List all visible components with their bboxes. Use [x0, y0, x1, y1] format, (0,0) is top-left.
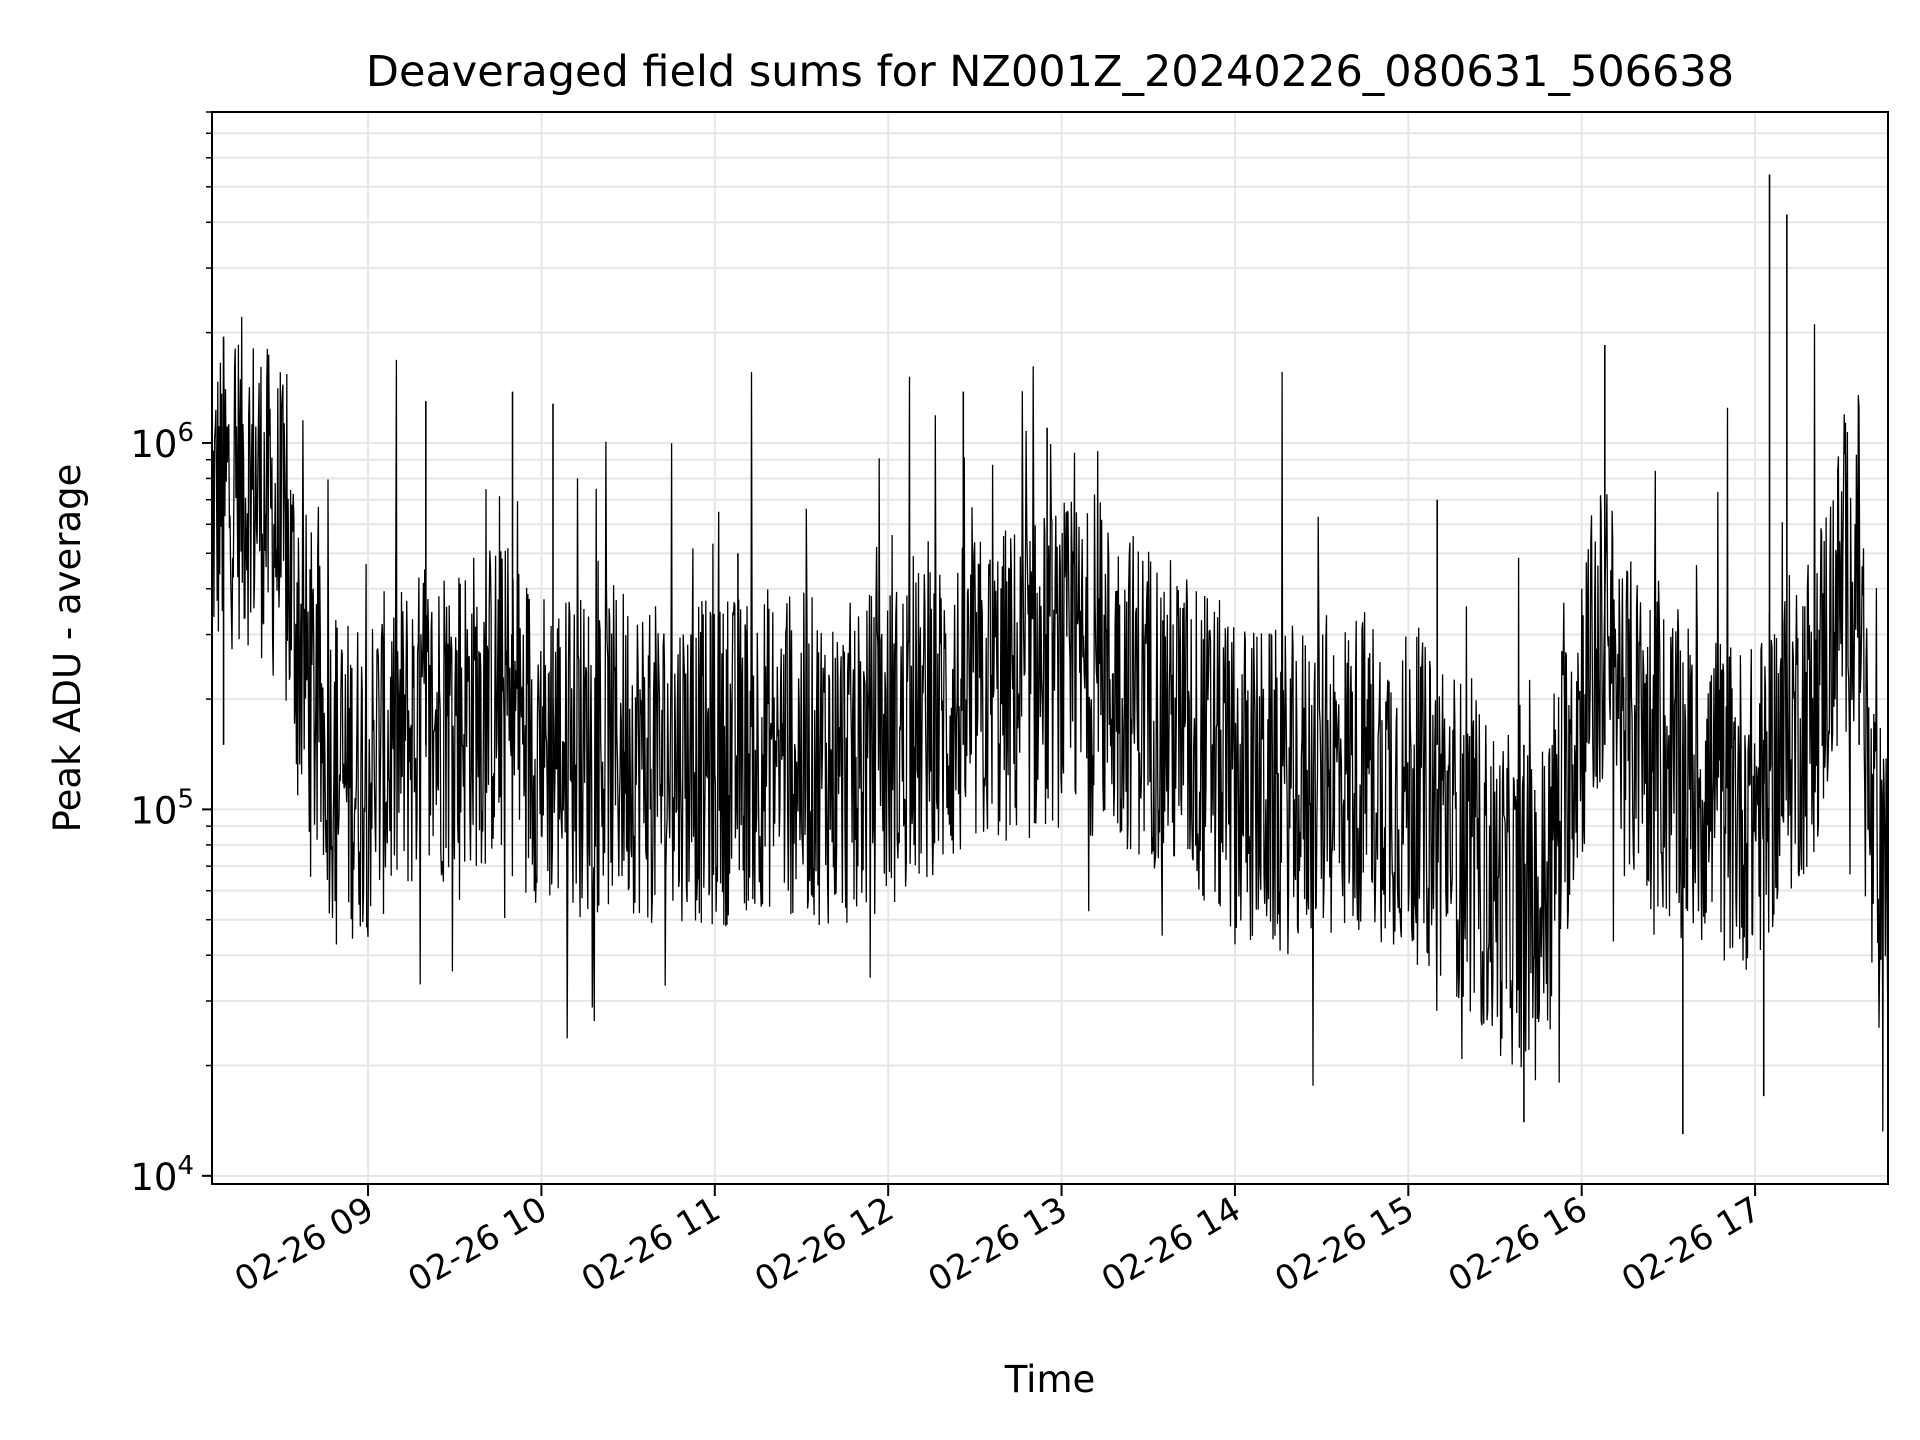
x-axis-label: Time: [1004, 1358, 1096, 1401]
series-line: [211, 316, 1889, 1132]
chart-title: Deaveraged field sums for NZ001Z_2024022…: [366, 47, 1734, 97]
y-tick-label: 106: [130, 418, 194, 466]
y-tick-label: 105: [130, 784, 194, 832]
y-axis-label: Peak ADU - average: [46, 464, 89, 833]
series-layer: [211, 174, 1889, 1135]
plot-frame: [211, 111, 1889, 1185]
y-tick-label: 104: [130, 1151, 194, 1199]
y-axis: 104 105 106: [130, 111, 212, 1199]
